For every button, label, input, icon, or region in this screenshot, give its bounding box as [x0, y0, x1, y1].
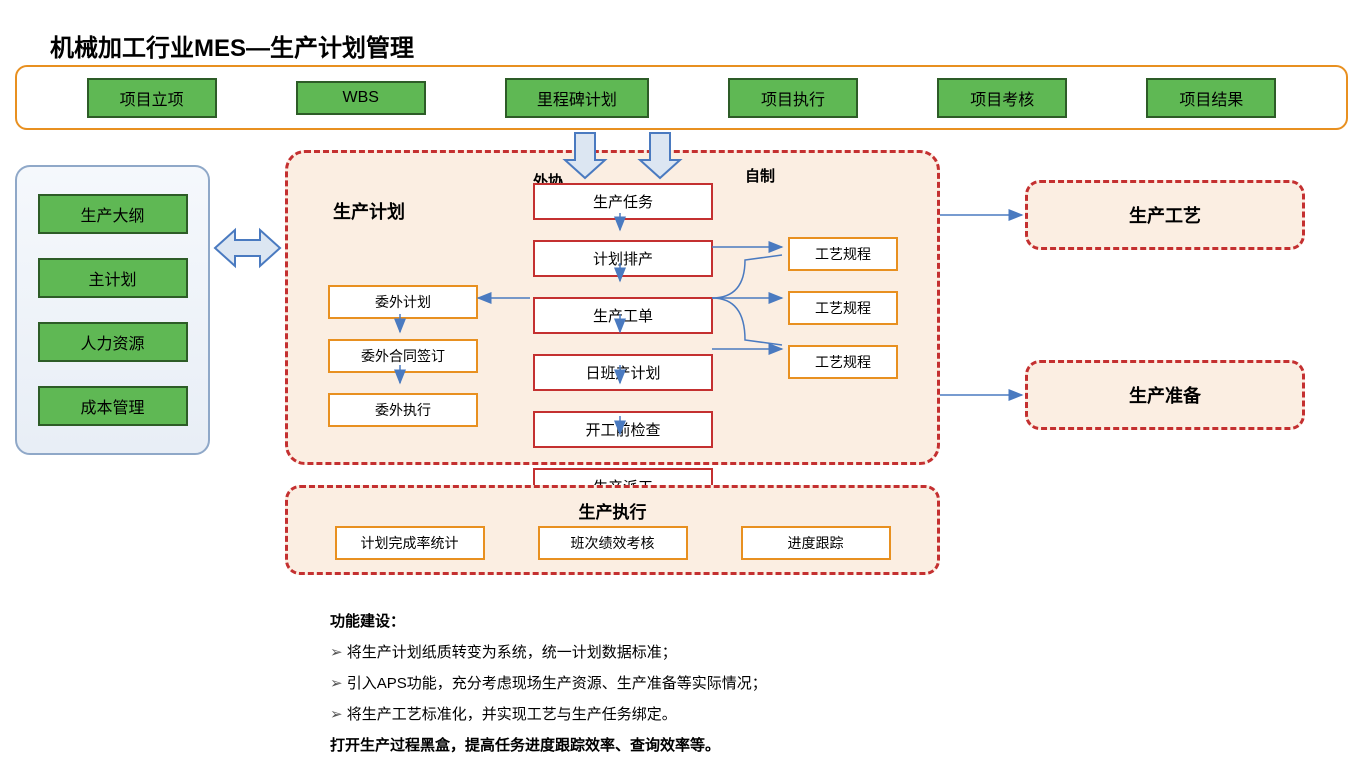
center-box-3: 日班产计划	[533, 354, 713, 391]
plan-panel: 生产计划 外协 自制 生产任务 计划排产 生产工单 日班产计划 开工前检查 生产…	[285, 150, 940, 465]
double-arrow-icon	[215, 230, 280, 266]
left-item-0: 生产大纲	[38, 194, 188, 234]
top-item-1: WBS	[296, 81, 426, 115]
center-box-1: 计划排产	[533, 240, 713, 277]
left-panel: 生产大纲 主计划 人力资源 成本管理	[15, 165, 210, 455]
center-column: 生产任务 计划排产 生产工单 日班产计划 开工前检查 生产派工	[533, 183, 713, 505]
center-box-2: 生产工单	[533, 297, 713, 334]
exec-box-1: 班次绩效考核	[538, 526, 688, 560]
outsource-box-0: 委外计划	[328, 285, 478, 319]
top-bar: 项目立项 WBS 里程碑计划 项目执行 项目考核 项目结果	[15, 65, 1348, 130]
outsource-column: 委外计划 委外合同签订 委外执行	[328, 285, 478, 427]
right-panel-tech: 生产工艺	[1025, 180, 1305, 250]
exec-box-0: 计划完成率统计	[335, 526, 485, 560]
tech-box-2: 工艺规程	[788, 345, 898, 379]
desc-title: 功能建设：	[330, 610, 1030, 631]
top-item-5: 项目结果	[1146, 78, 1276, 118]
desc-bullet-2: 将生产工艺标准化，并实现工艺与生产任务绑定。	[330, 703, 1030, 724]
tech-box-1: 工艺规程	[788, 291, 898, 325]
desc-bullet-1: 引入APS功能，充分考虑现场生产资源、生产准备等实际情况；	[330, 672, 1030, 693]
tech-column: 工艺规程 工艺规程 工艺规程	[788, 237, 898, 379]
desc-footer: 打开生产过程黑盒，提高任务进度跟踪效率、查询效率等。	[330, 734, 1030, 755]
top-item-3: 项目执行	[728, 78, 858, 118]
left-item-2: 人力资源	[38, 322, 188, 362]
center-box-4: 开工前检查	[533, 411, 713, 448]
left-item-1: 主计划	[38, 258, 188, 298]
right-panel-prep: 生产准备	[1025, 360, 1305, 430]
exec-title: 生产执行	[579, 498, 647, 523]
outsource-box-2: 委外执行	[328, 393, 478, 427]
description: 功能建设： 将生产计划纸质转变为系统，统一计划数据标准； 引入APS功能，充分考…	[330, 610, 1030, 755]
outsource-box-1: 委外合同签订	[328, 339, 478, 373]
page-title: 机械加工行业MES—生产计划管理	[50, 28, 414, 63]
top-item-2: 里程碑计划	[505, 78, 649, 118]
center-box-0: 生产任务	[533, 183, 713, 220]
top-item-0: 项目立项	[87, 78, 217, 118]
exec-row: 计划完成率统计 班次绩效考核 进度跟踪	[288, 526, 937, 560]
tech-box-0: 工艺规程	[788, 237, 898, 271]
top-item-4: 项目考核	[937, 78, 1067, 118]
left-item-3: 成本管理	[38, 386, 188, 426]
plan-title: 生产计划	[333, 198, 405, 224]
exec-panel: 生产执行 计划完成率统计 班次绩效考核 进度跟踪	[285, 485, 940, 575]
exec-box-2: 进度跟踪	[741, 526, 891, 560]
desc-bullet-0: 将生产计划纸质转变为系统，统一计划数据标准；	[330, 641, 1030, 662]
label-self: 自制	[745, 165, 775, 186]
